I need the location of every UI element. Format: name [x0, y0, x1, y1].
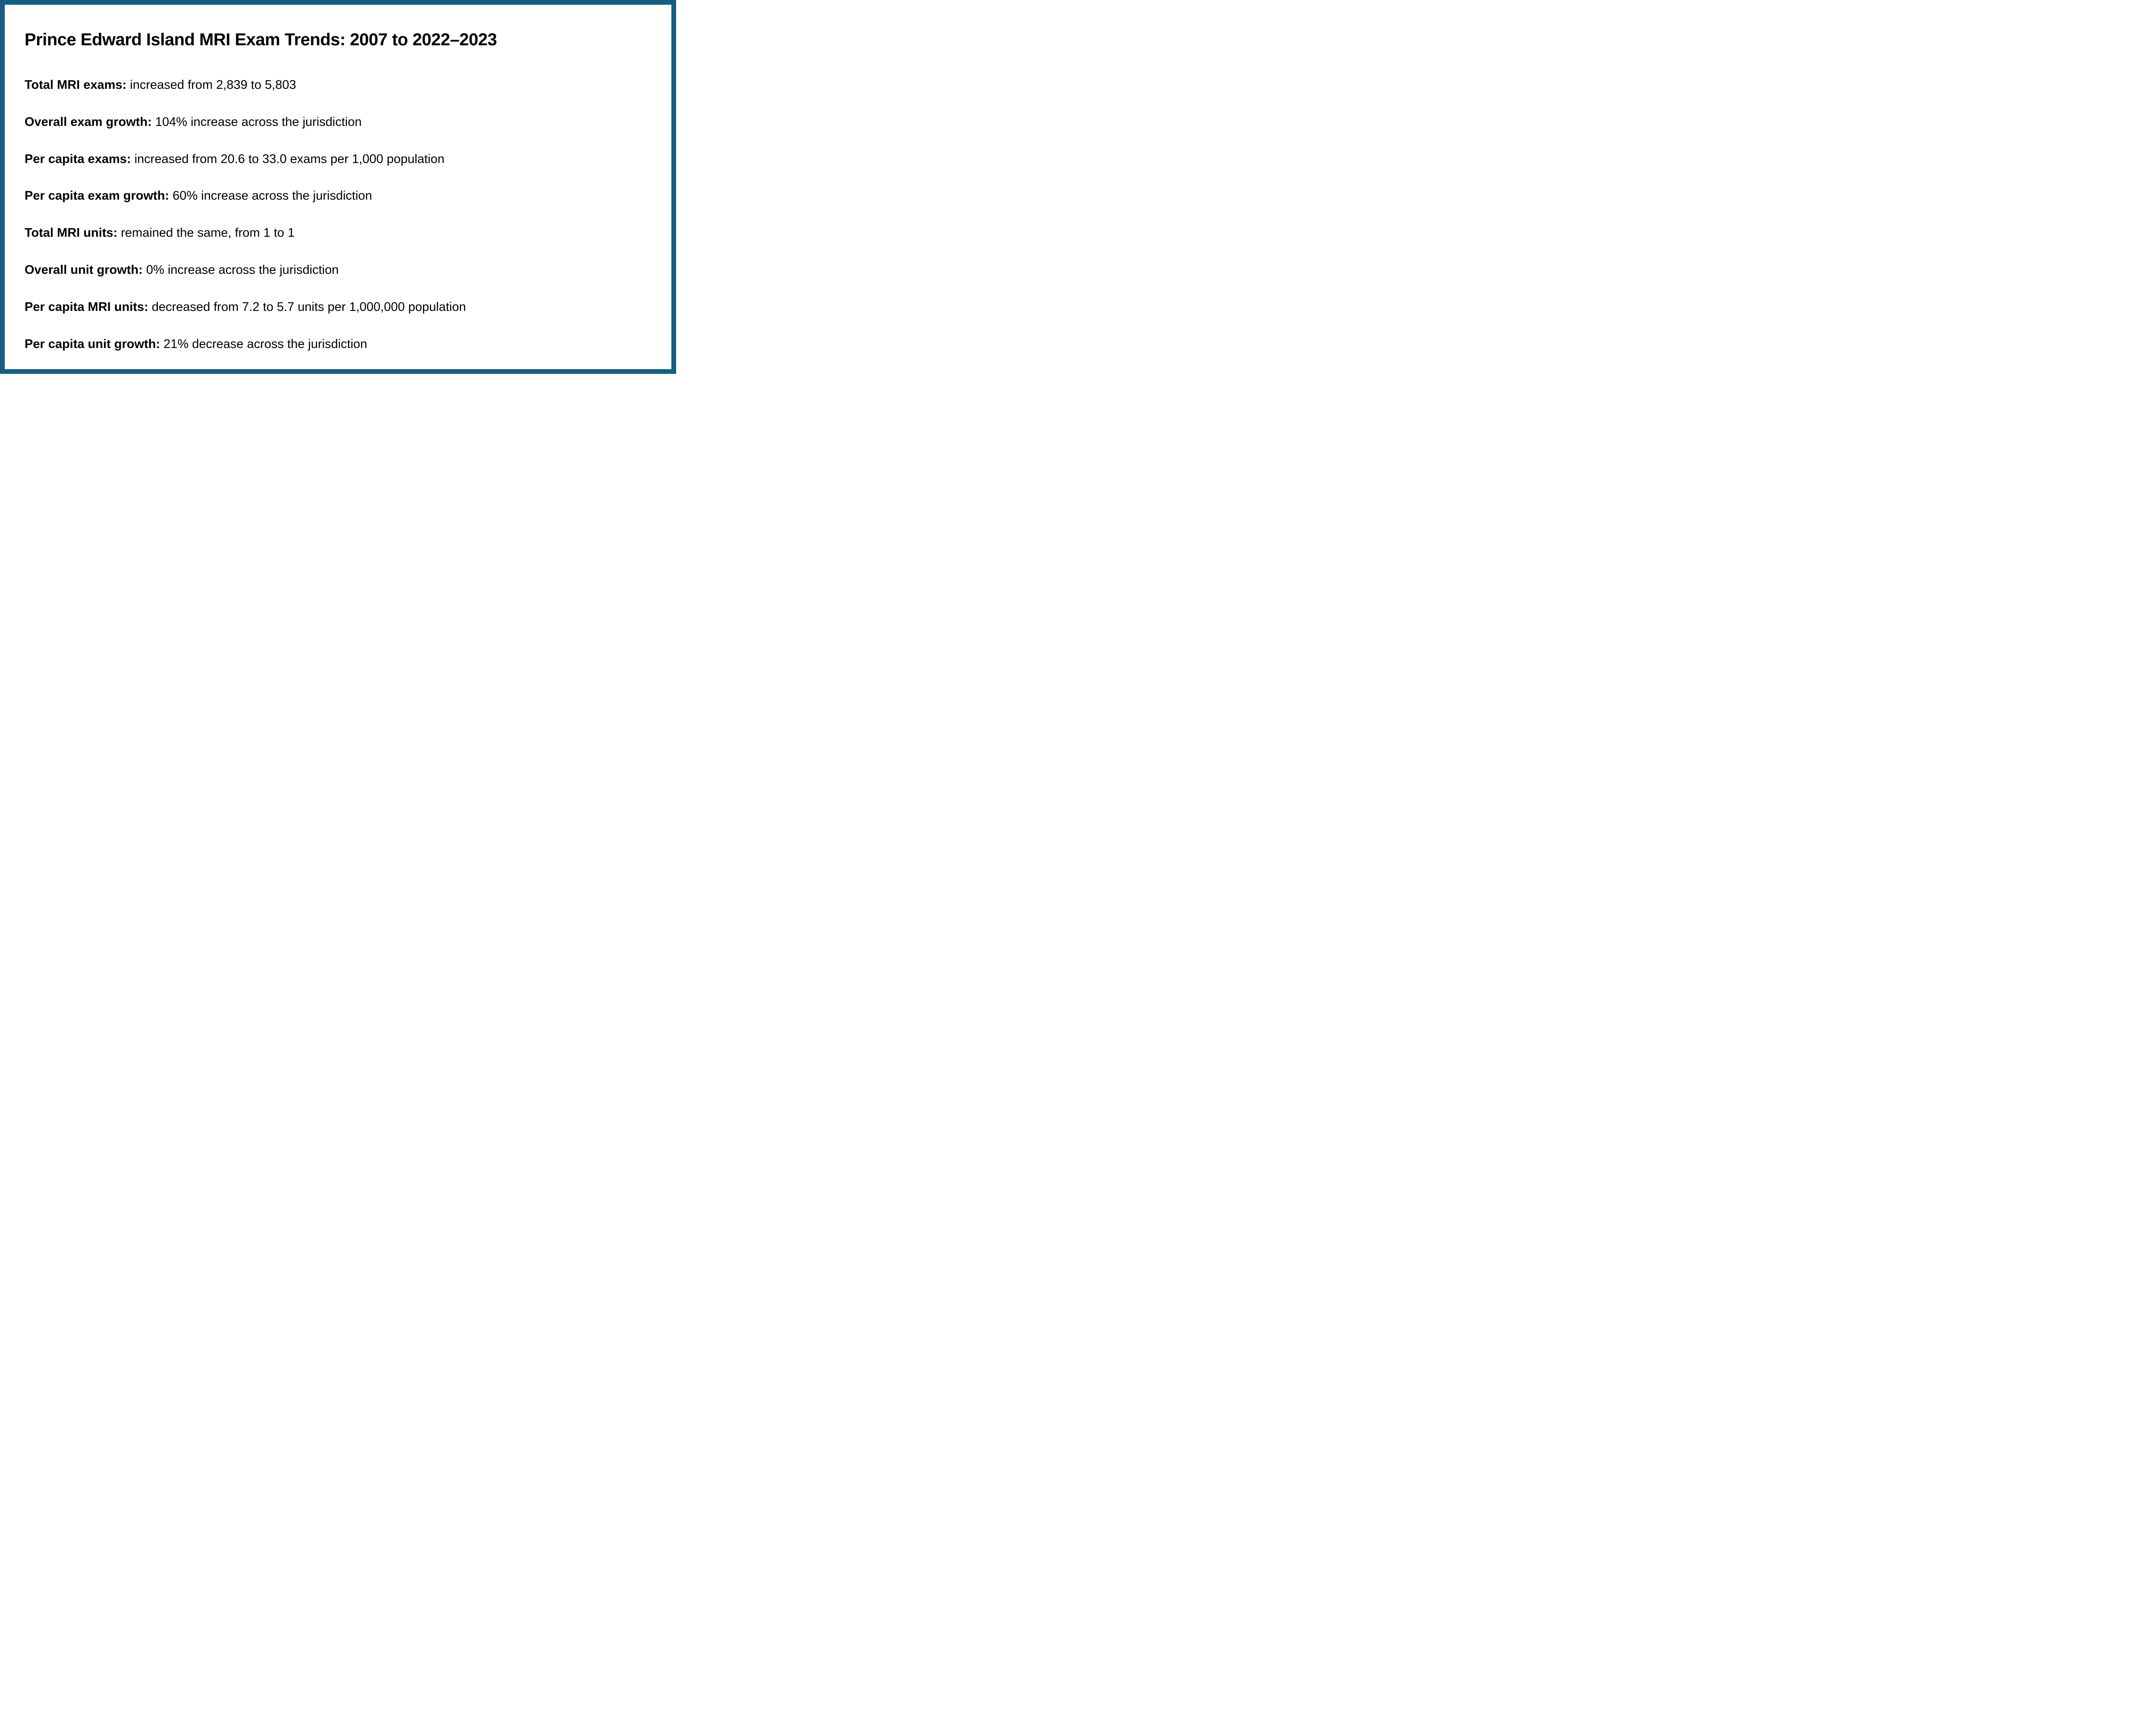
stat-row-overall-unit-growth: Overall unit growth: 0% increase across … [25, 263, 652, 278]
stat-label: Total MRI units: [25, 226, 118, 240]
stat-value: 0% increase across the jurisdiction [146, 263, 339, 277]
stat-value: 104% increase across the jurisdiction [155, 115, 362, 129]
stat-row-per-capita-exam-growth: Per capita exam growth: 60% increase acr… [25, 188, 652, 204]
stat-row-total-mri-units: Total MRI units: remained the same, from… [25, 226, 652, 241]
stat-row-per-capita-unit-growth: Per capita unit growth: 21% decrease acr… [25, 337, 652, 352]
stat-label: Per capita unit growth: [25, 337, 160, 351]
stat-value: increased from 2,839 to 5,803 [130, 78, 296, 92]
stat-value: decreased from 7.2 to 5.7 units per 1,00… [151, 300, 466, 314]
stat-value: 21% decrease across the jurisdiction [163, 337, 367, 351]
stat-label: Per capita MRI units: [25, 300, 148, 314]
stat-label: Overall unit growth: [25, 263, 143, 277]
stat-row-total-mri-exams: Total MRI exams: increased from 2,839 to… [25, 78, 652, 93]
stat-row-overall-exam-growth: Overall exam growth: 104% increase acros… [25, 115, 652, 130]
stat-label: Overall exam growth: [25, 115, 152, 129]
stat-row-per-capita-mri-units: Per capita MRI units: decreased from 7.2… [25, 300, 652, 315]
stat-value: increased from 20.6 to 33.0 exams per 1,… [134, 152, 445, 166]
stat-label: Total MRI exams: [25, 78, 127, 92]
report-card: Prince Edward Island MRI Exam Trends: 20… [0, 0, 676, 374]
stat-value: 60% increase across the jurisdiction [172, 189, 372, 203]
stat-value: remained the same, from 1 to 1 [121, 226, 295, 240]
stat-label: Per capita exams: [25, 152, 131, 166]
stat-label: Per capita exam growth: [25, 189, 169, 203]
stat-row-per-capita-exams: Per capita exams: increased from 20.6 to… [25, 152, 652, 167]
page-title: Prince Edward Island MRI Exam Trends: 20… [25, 30, 497, 49]
